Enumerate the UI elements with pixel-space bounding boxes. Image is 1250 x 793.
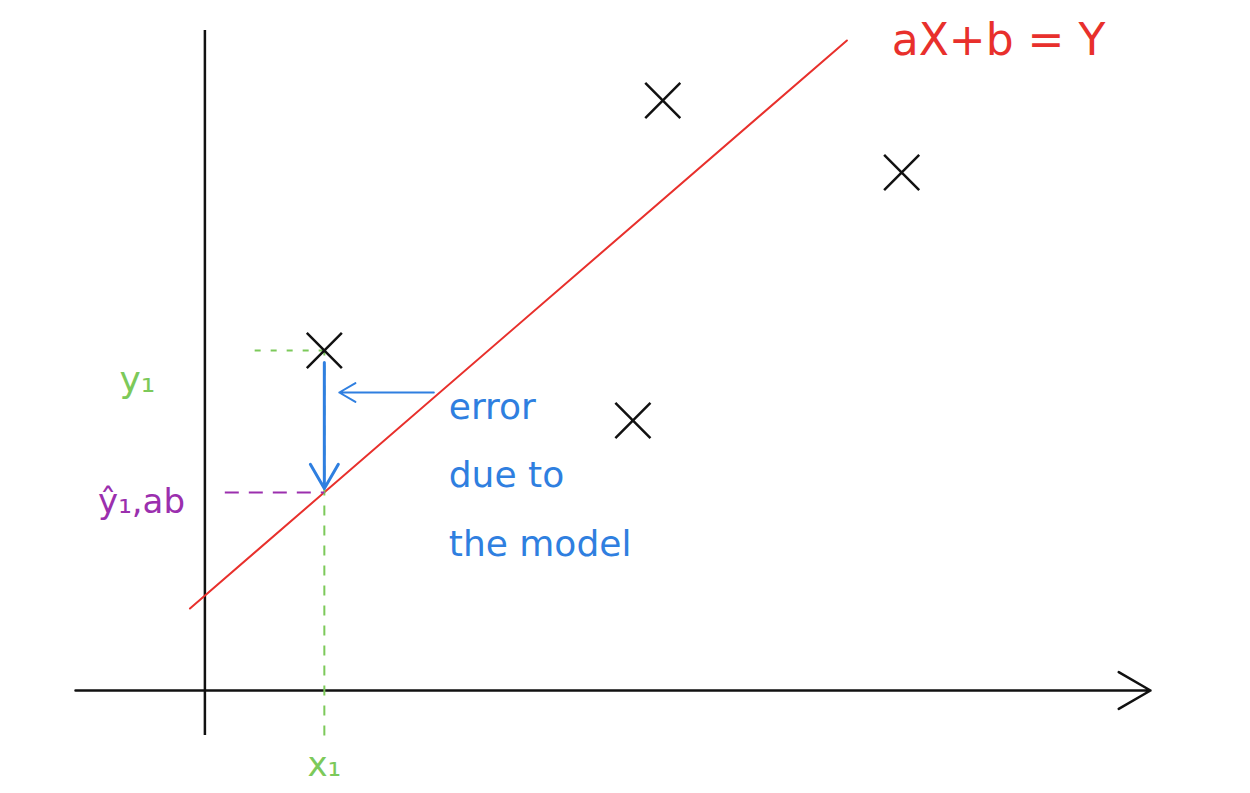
- svg-text:ŷ₁,ab: ŷ₁,ab: [98, 481, 185, 521]
- svg-text:errordue tothe model: errordue tothe model: [449, 386, 632, 564]
- svg-text:x₁: x₁: [307, 744, 341, 784]
- svg-text:y₁: y₁: [119, 359, 155, 400]
- svg-text:aX+b = Y: aX+b = Y: [892, 14, 1106, 65]
